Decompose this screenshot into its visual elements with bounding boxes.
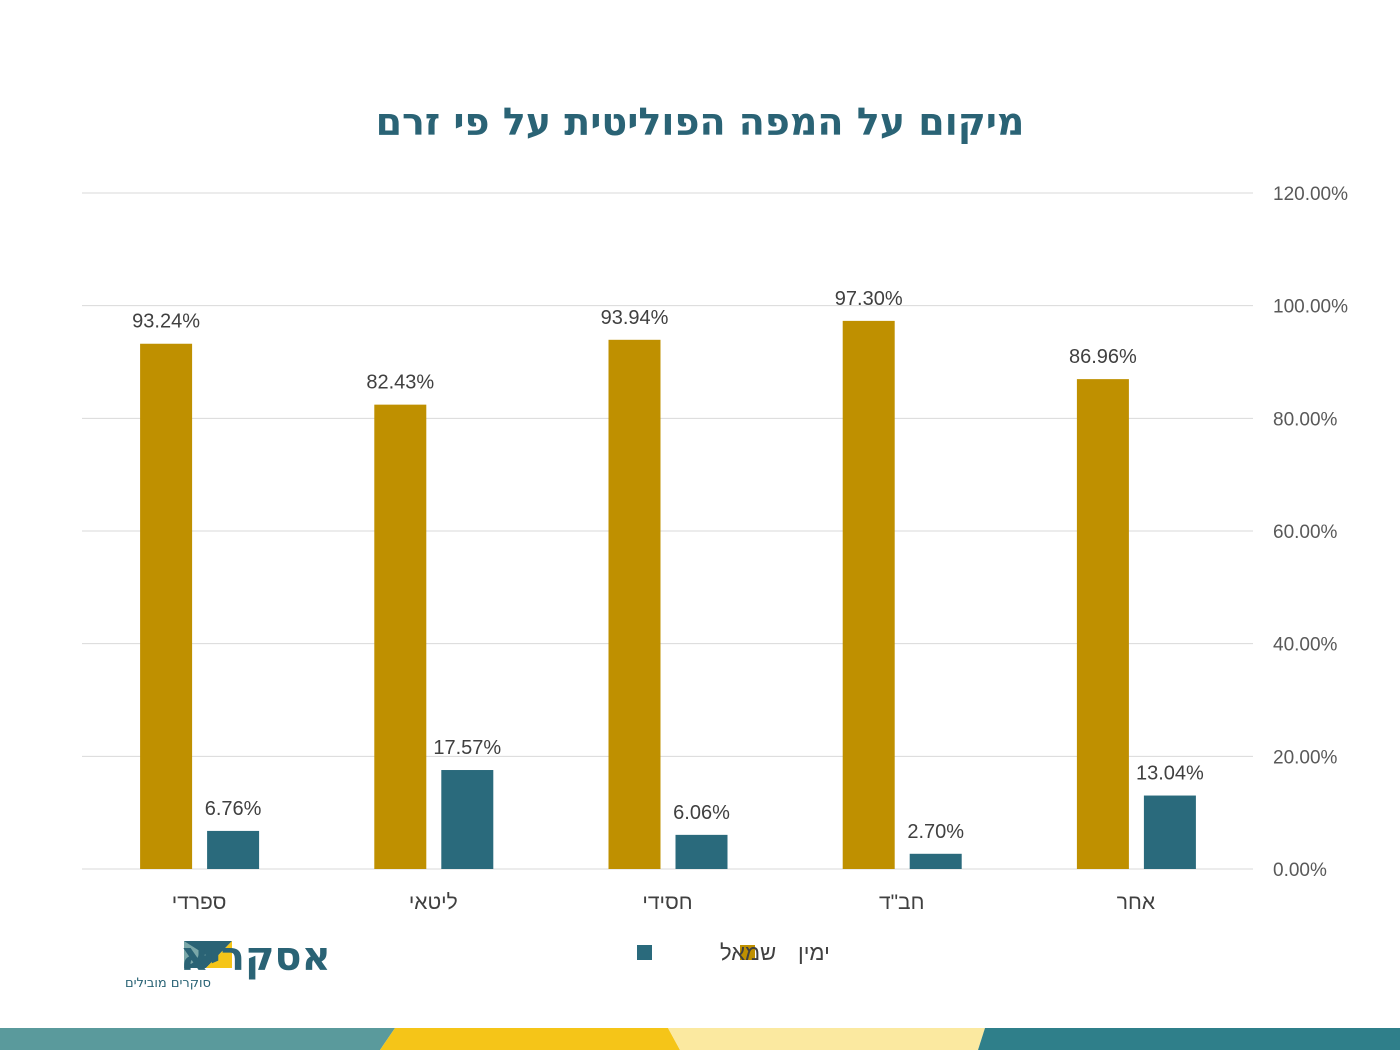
- gridlines: [82, 192, 1253, 870]
- logo-name: אסקריא: [180, 934, 331, 980]
- bar-left: [675, 834, 728, 869]
- bar-right: [140, 343, 193, 869]
- category-label: חב"ד: [879, 891, 924, 914]
- logo-mark-light: [184, 941, 206, 968]
- data-label: 82.43%: [366, 372, 434, 394]
- bar-left: [909, 853, 962, 869]
- bars: [140, 320, 1196, 869]
- bar-right: [608, 339, 661, 869]
- y-tick-label: 100.00%: [1273, 297, 1348, 318]
- y-tick-label: 80.00%: [1273, 409, 1338, 430]
- data-label: 93.94%: [601, 307, 669, 329]
- footer-band: [0, 1028, 1400, 1050]
- bar-left: [1143, 795, 1196, 869]
- category-label: ספרדי: [172, 891, 227, 914]
- data-label: 13.04%: [1136, 763, 1204, 785]
- legend: ימין שמאל: [637, 940, 830, 965]
- y-tick-label: 120.00%: [1273, 184, 1348, 205]
- brand-logo: אסקריא סוקרים מובילים: [125, 934, 331, 991]
- y-tick-label: 20.00%: [1273, 747, 1338, 768]
- bar-right: [842, 320, 895, 869]
- logo-tagline: סוקרים מובילים: [125, 976, 211, 991]
- logo-mark-teal: [184, 941, 232, 968]
- category-label: ליטאי: [409, 891, 458, 914]
- y-tick-label: 60.00%: [1273, 522, 1338, 543]
- data-labels: 93.24% 6.76% 82.43% 17.57% 93.94% 6.06% 97.30%…: [132, 288, 1204, 843]
- data-label: 17.57%: [433, 737, 501, 759]
- footer-band-cream: [668, 1028, 985, 1050]
- legend-swatch: [740, 945, 755, 960]
- data-label: 86.96%: [1069, 346, 1137, 368]
- bar-right: [374, 404, 427, 869]
- chart-title: מיקום על המפה הפוליטית על פי זרם: [376, 100, 1025, 144]
- data-label: 97.30%: [835, 288, 903, 310]
- legend-label: שמאל: [720, 940, 776, 965]
- bar-right: [1076, 379, 1129, 869]
- bar-left: [207, 830, 260, 869]
- y-axis-ticks: 0.00% 20.00% 40.00% 60.00% 80.00% 100.00% 120.…: [1273, 184, 1348, 881]
- category-label: חסידי: [642, 891, 692, 914]
- bar-left: [441, 770, 494, 869]
- footer-band-teal: [0, 1028, 395, 1050]
- footer-band-yellow: [380, 1028, 680, 1050]
- data-label: 2.70%: [907, 821, 964, 843]
- logo-mark-yellow: [206, 941, 232, 968]
- y-tick-label: 40.00%: [1273, 635, 1338, 656]
- category-label: אחר: [1117, 891, 1155, 914]
- legend-label: ימין: [798, 940, 830, 965]
- footer-band-dark-teal: [978, 1028, 1400, 1050]
- data-label: 6.06%: [673, 802, 730, 824]
- x-axis-categories: ספרדי ליטאי חסידי חב"ד אחר: [172, 891, 1155, 914]
- data-label: 6.76%: [205, 798, 262, 820]
- legend-swatch: [637, 945, 652, 960]
- data-label: 93.24%: [132, 311, 200, 333]
- y-tick-label: 0.00%: [1273, 860, 1327, 881]
